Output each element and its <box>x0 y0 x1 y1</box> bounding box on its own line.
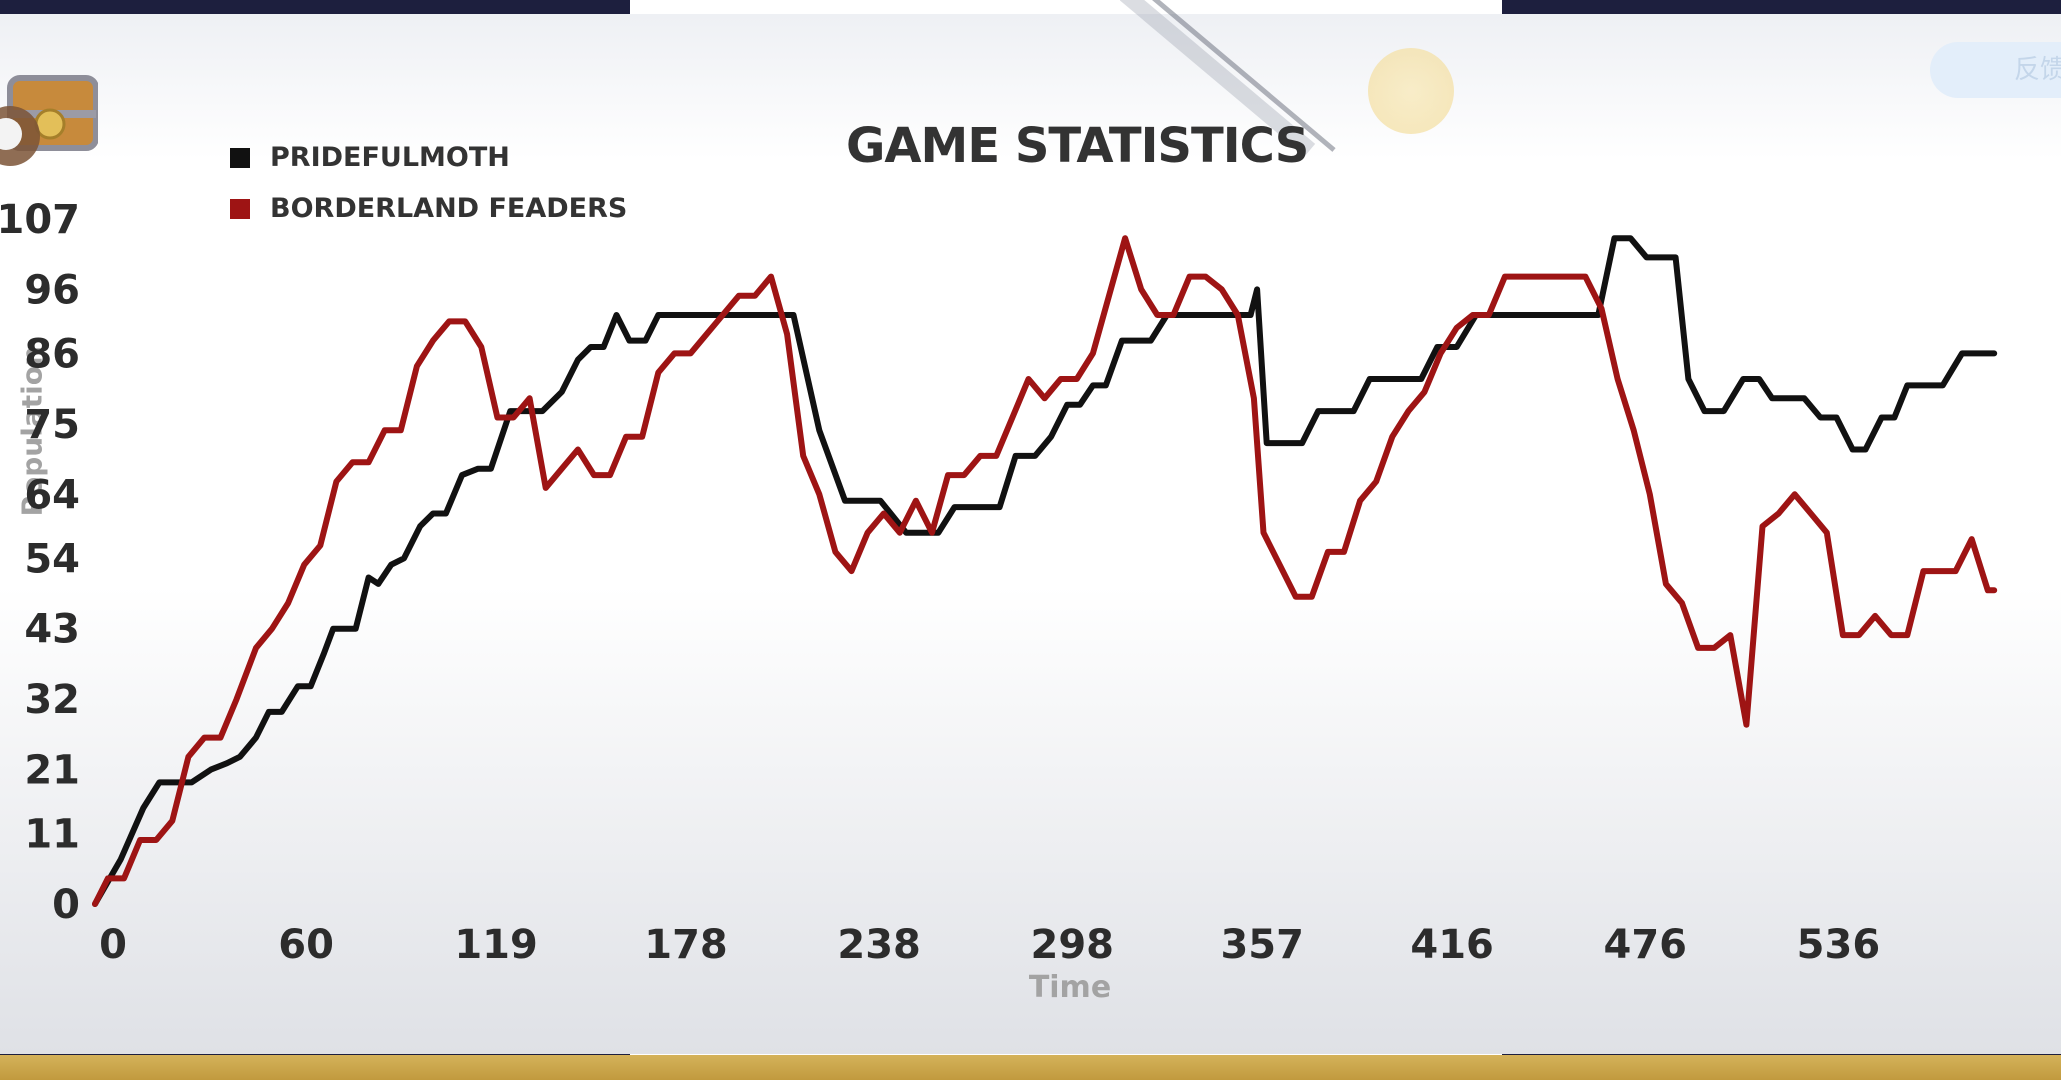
legend-label-borderland-feaders: BORDERLAND FEADERS <box>270 193 628 224</box>
x-tick-label: 416 <box>1410 922 1494 968</box>
chart-card <box>0 14 2061 1054</box>
sword-decoration <box>1120 0 1336 157</box>
y-tick-label: 64 <box>24 472 80 518</box>
legend-swatch-borderland-feaders <box>230 198 250 219</box>
x-tick-label: 298 <box>1031 922 1115 968</box>
x-tick-label: 119 <box>454 922 538 968</box>
series-line-borderland-feaders <box>92 235 1998 907</box>
y-tick-label: 32 <box>24 677 80 723</box>
legend-item-borderland-feaders: BORDERLAND FEADERS <box>230 183 627 234</box>
feedback-button[interactable]: 反馈 <box>1930 42 2061 98</box>
x-tick-label: 357 <box>1220 922 1304 968</box>
y-tick-label: 86 <box>24 331 80 377</box>
background-gold-band <box>0 1055 2061 1080</box>
x-tick-label: 178 <box>644 922 728 968</box>
y-tick-label: 43 <box>24 607 80 653</box>
legend-swatch-pridefulmoth <box>230 147 250 168</box>
y-tick-label: 96 <box>24 267 80 313</box>
chart-title: GAME STATISTICS <box>846 118 1309 174</box>
series-line-pridefulmoth <box>92 235 1998 907</box>
y-tick-label: 21 <box>24 748 80 794</box>
y-tick-label: 0 <box>52 882 80 928</box>
x-tick-label: 0 <box>99 922 127 968</box>
x-tick-label: 238 <box>837 922 921 968</box>
x-tick-label: 476 <box>1604 922 1688 968</box>
y-tick-label: 11 <box>24 812 80 858</box>
y-tick-label: 75 <box>24 402 80 448</box>
stats-badge-icon <box>1368 48 1454 134</box>
treasure-chest-icon[interactable] <box>0 58 98 170</box>
chart-legend: PRIDEFULMOTH BORDERLAND FEADERS <box>230 132 627 234</box>
x-tick-label: 536 <box>1797 922 1881 968</box>
y-tick-label: 54 <box>24 536 80 582</box>
legend-label-pridefulmoth: PRIDEFULMOTH <box>270 142 510 173</box>
y-tick-label: 107 <box>0 197 80 243</box>
x-axis-label: Time <box>1028 970 1112 1005</box>
legend-item-pridefulmoth: PRIDEFULMOTH <box>230 132 627 183</box>
x-tick-label: 60 <box>278 922 334 968</box>
